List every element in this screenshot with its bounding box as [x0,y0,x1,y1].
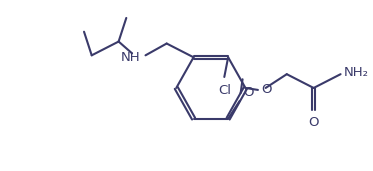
Text: NH: NH [121,51,141,64]
Text: NH₂: NH₂ [344,66,369,79]
Text: Cl: Cl [218,84,231,97]
Text: O: O [308,116,319,129]
Text: O: O [261,83,271,96]
Text: O: O [244,86,254,99]
